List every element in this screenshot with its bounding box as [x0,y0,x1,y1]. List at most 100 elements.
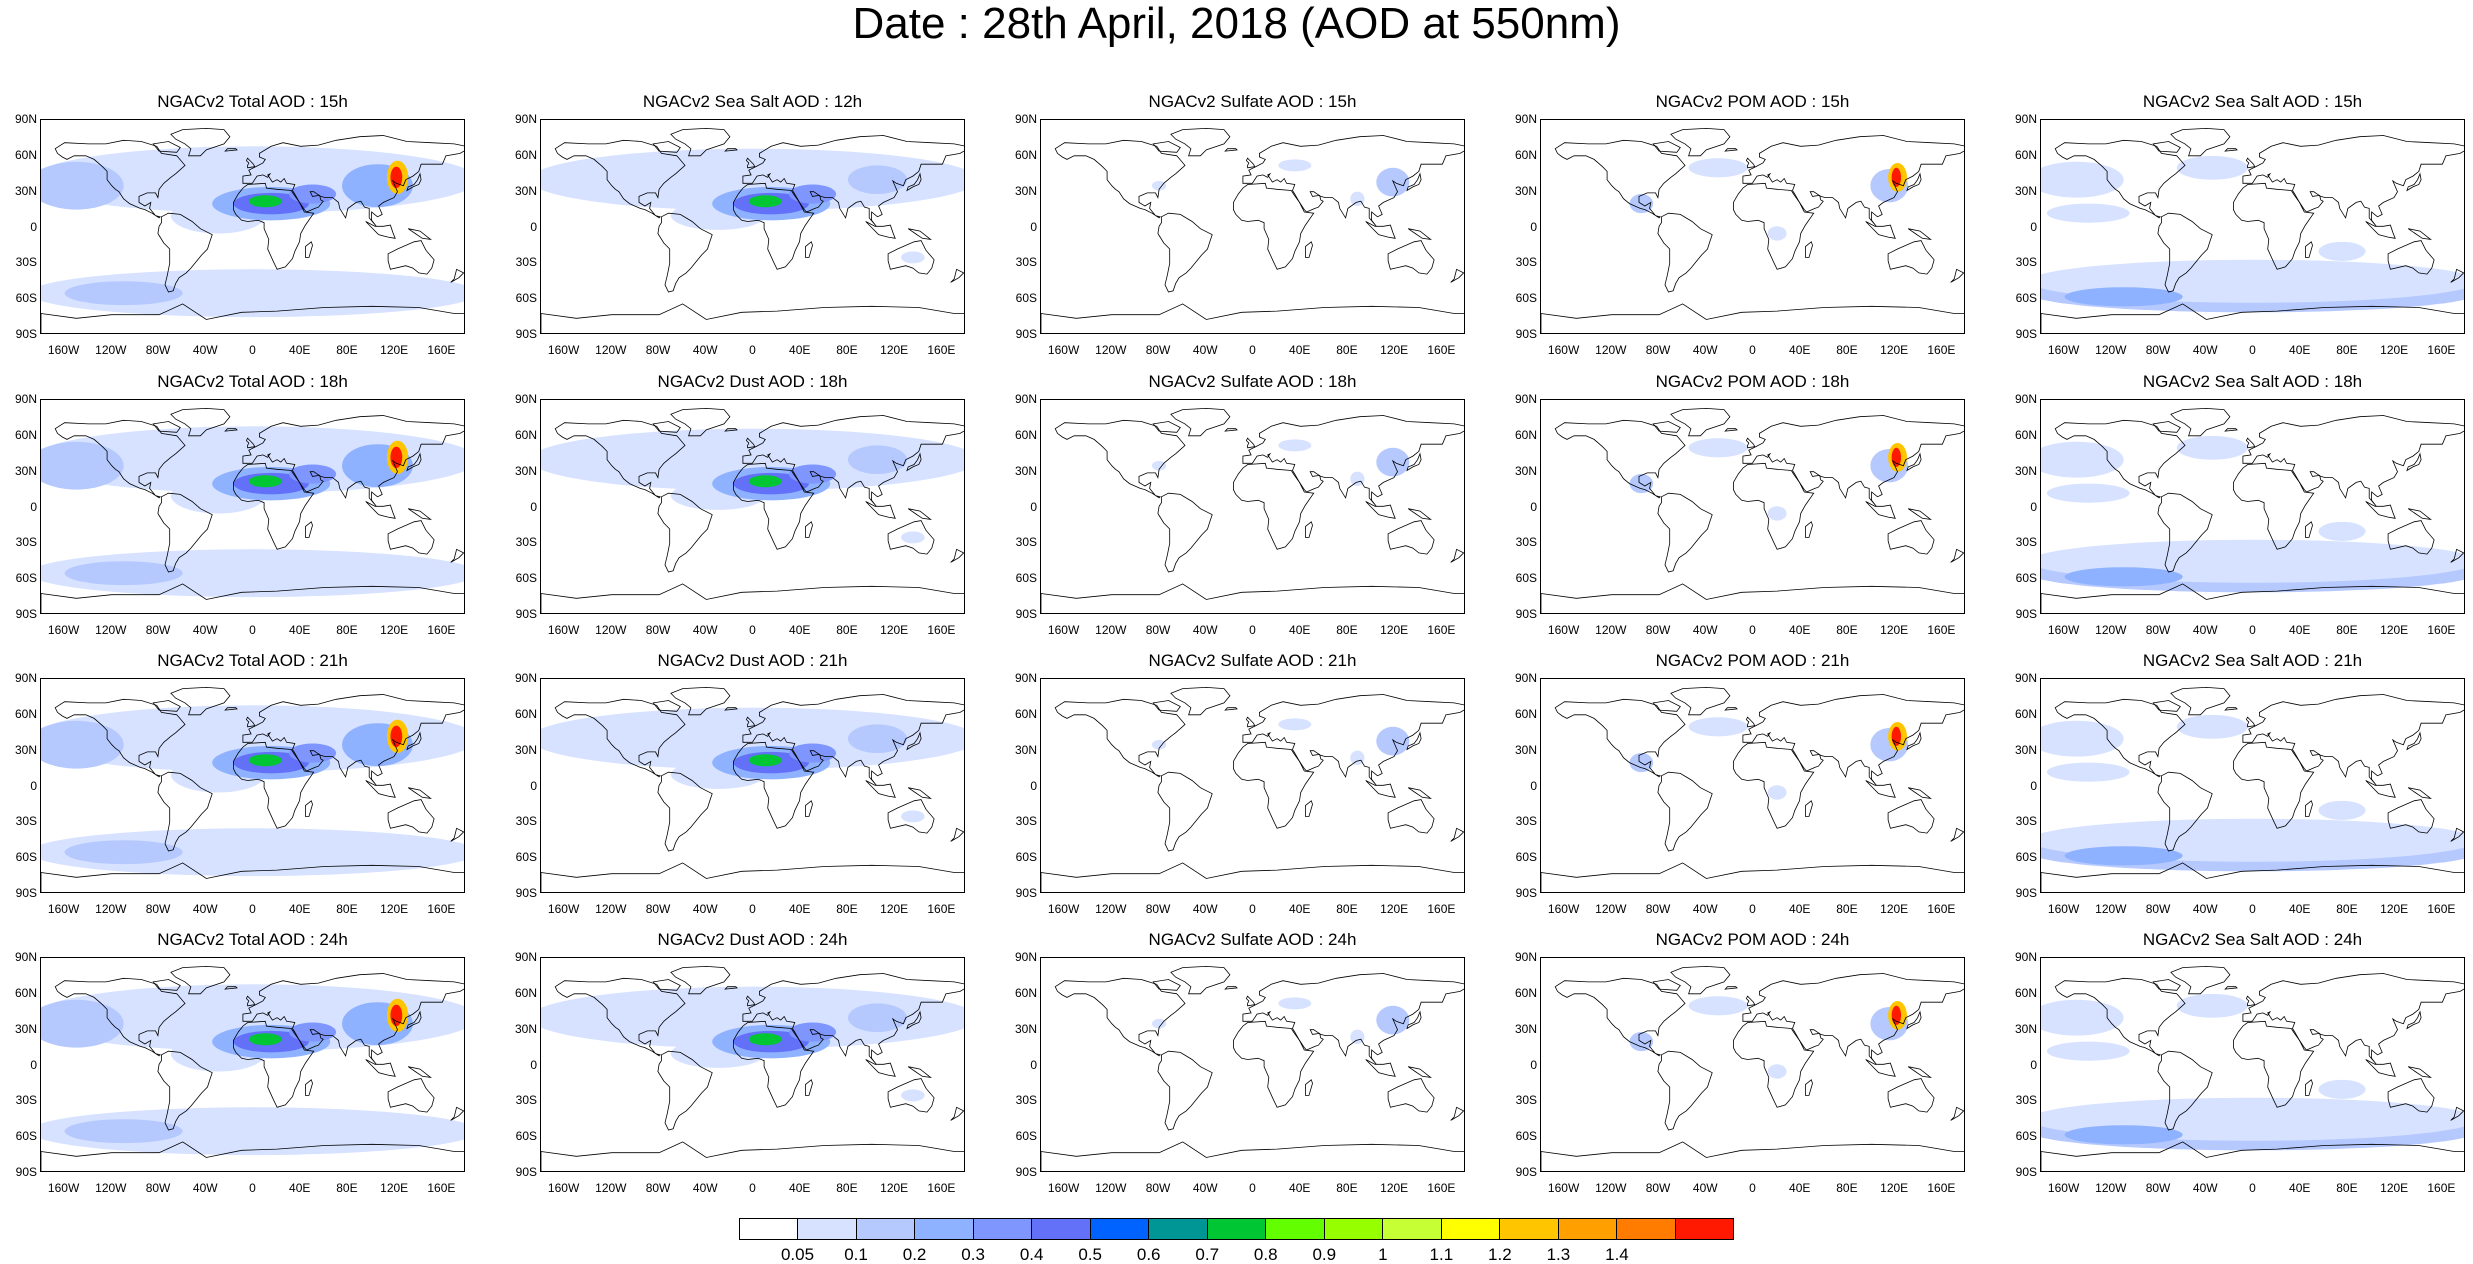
coastlines [1541,407,1964,613]
aod-blob-south-pacific-swirl [64,281,183,306]
lon-tick-label: 0 [249,343,256,357]
lat-tick-label: 90S [515,1165,537,1179]
lon-tick-label: 160W [2047,902,2080,916]
lon-tick-label: 80W [1645,623,1671,637]
lon-tick-label: 0 [1249,343,1256,357]
lat-tick-label: 60N [14,427,37,442]
coastline-iceland [224,428,238,432]
lon-tick-label: 40W [192,1181,218,1195]
panel-title: NGACv2 POM AOD : 15h [1655,92,1850,111]
lat-tick-label: 60N [514,147,537,162]
aod-blob-north-pacific [41,161,124,210]
coastline-iceland [2224,986,2238,990]
panel-title: NGACv2 Sea Salt AOD : 18h [2142,372,2363,391]
map-background [1541,400,1964,613]
coastline-madagascar [1804,1079,1813,1096]
lat-tick-label: 90N [1014,671,1037,685]
coastline-antarctica [1041,583,1464,613]
lat-tick-label: 60S [1015,1129,1037,1144]
coastline-north-america [54,419,186,499]
coastline-south-america [157,492,213,573]
coastlines [1041,127,1464,333]
aod-blob-north-atlantic-pom [1688,158,1748,178]
lon-tick-label: 80W [1645,343,1671,357]
lat-tick-label: 90S [1515,1165,1537,1179]
map-frame [540,957,965,1172]
coastline-australia [1387,240,1435,275]
coastline-south-america [157,1050,213,1131]
aod-blob-north-pacific [2041,441,2124,478]
lon-tick-label: 40W [192,623,218,637]
coastline-new-guinea [2407,228,2433,240]
lon-tick-label: 120E [380,343,409,357]
map-panel-dust-18h: NGACv2 Dust AOD : 18h 90N 60N 30N 0 30S 60S 90S… [500,372,980,642]
colorbar-label: 0.7 [1195,1245,1220,1264]
colorbar-swatch [1383,1219,1442,1239]
colorbar [739,1218,1734,1240]
colorbar-swatch [1441,1219,1501,1239]
lon-tick-label: 120E [380,1181,409,1195]
map-background [1041,958,1464,1171]
coastline-iceland [1224,986,1238,990]
lon-tick-label: 40E [2289,623,2311,637]
aod-field [1629,717,1909,800]
aod-blob-africa-fires [1767,506,1787,521]
colorbar-label: 1.4 [1605,1245,1629,1264]
map-frame [2040,119,2465,334]
lat-tick-label: 30N [2014,1021,2037,1036]
lon-tick-label: 80E [336,343,358,357]
aod-blob-saharan-dust-core [248,754,282,767]
lat-tick-label: 90N [1014,392,1037,406]
lon-tick-label: 80E [2336,902,2358,916]
coastline-baffin [1652,421,1681,433]
lon-tick-label: 160W [1047,902,1080,916]
coastline-iceland [1724,148,1738,152]
aod-blob-ocean-band-south [41,828,464,877]
coastline-new-guinea [2407,1066,2433,1078]
lon-tick-label: 40W [1692,902,1718,916]
colorbar-swatch [1032,1219,1091,1239]
coastline-madagascar [304,521,313,538]
aod-blob-saharan-dust-core [748,1033,782,1046]
lon-tick-label: 160W [47,343,80,357]
lon-tick-label: 40W [1192,623,1218,637]
coastline-greenland [1170,686,1231,716]
aod-blob-north-pacific [2041,161,2124,198]
map-frame [40,678,465,893]
coastline-south-america [1157,212,1213,293]
lon-tick-label: 0 [2249,1181,2256,1195]
map-frame [1040,119,1465,334]
aod-map-svg [2041,679,2464,892]
lat-tick-label: 60N [514,427,537,442]
coastline-new-zealand [950,548,964,563]
aod-blob-east-us-sulfate [1151,460,1167,471]
lat-tick-label: 90S [2015,886,2037,900]
lon-tick-label: 80W [2145,902,2171,916]
lat-tick-label: 0 [2030,1057,2037,1072]
coastline-north-america [2054,698,2186,778]
coastline-eurasia [742,973,964,1065]
coastline-madagascar [1804,241,1813,258]
coastline-new-zealand [1450,548,1464,563]
coastline-uk [745,716,756,728]
lon-tick-label: 40E [289,623,311,637]
lat-tick-label: 60N [2014,985,2037,1000]
aod-map-svg [2041,958,2464,1171]
lon-tick-label: 40E [289,1181,311,1195]
coastline-indonesia [1865,221,1896,239]
coastline-eurasia [2242,135,2464,227]
aod-blob-south-asia-sulfate [1350,1029,1365,1044]
coastline-eurasia [2242,973,2464,1065]
coastline-uk [245,995,256,1007]
aod-blob-trade-winds [2046,203,2130,223]
aod-blob-north-atlantic [2176,714,2248,739]
coastline-new-zealand [1950,827,1964,842]
coastline-antarctica [1541,583,1964,613]
aod-blob-africa-fires [1767,1064,1787,1079]
colorbar-swatch [1207,1219,1267,1239]
colorbar-swatch [915,1219,974,1239]
lon-tick-label: 120W [1595,902,1627,916]
coastline-new-guinea [1907,508,1933,520]
coastline-eurasia [742,694,964,786]
aod-map-svg [1041,958,1464,1171]
